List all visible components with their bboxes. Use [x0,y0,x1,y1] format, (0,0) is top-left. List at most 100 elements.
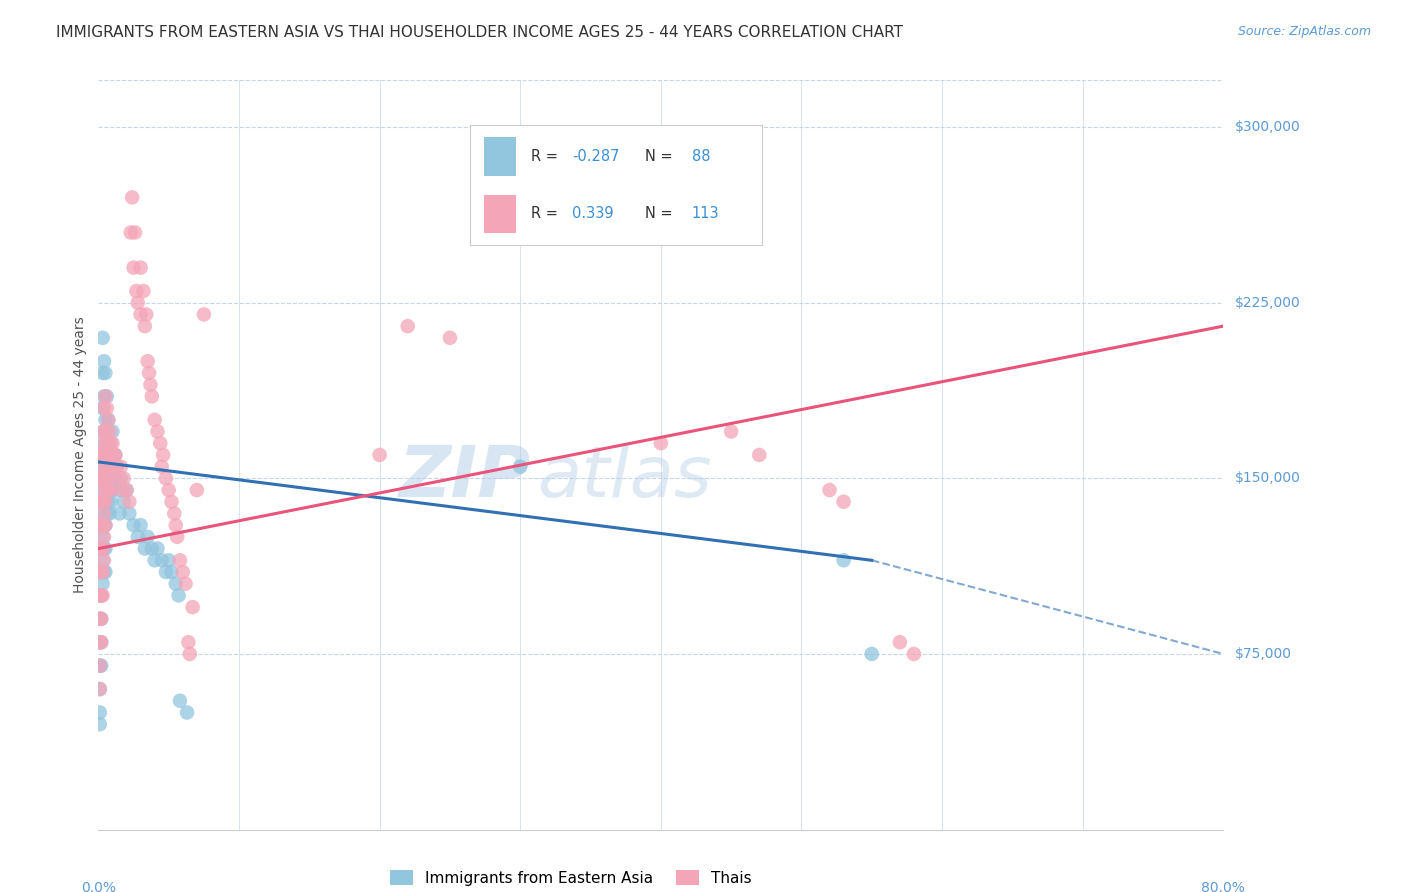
Point [89,612,111,626]
Point [91,576,114,591]
Point [94,494,117,508]
Point [93,483,115,497]
Point [94,471,117,485]
Point [89,494,111,508]
Point [89,565,111,579]
Point [94,494,117,508]
Point [94,448,117,462]
Point [100,436,122,450]
Point [143,553,166,567]
Point [93,471,115,485]
Point [90,612,112,626]
Point [91,459,114,474]
Point [96,483,118,497]
Point [96,459,118,474]
Point [101,459,124,474]
Point [118,494,141,508]
Point [91,589,114,603]
Point [93,494,115,508]
Point [138,366,160,380]
Point [97,413,120,427]
Point [889,635,911,649]
Point [91,507,114,521]
Point [155,565,177,579]
Point [129,260,152,275]
Point [150,553,173,567]
Point [110,459,132,474]
Point [167,589,190,603]
Point [91,494,114,508]
Point [89,682,111,697]
Point [104,448,127,462]
Point [91,518,114,533]
Point [368,448,391,462]
Point [91,553,114,567]
Point [129,307,152,321]
Point [93,425,115,439]
Point [90,565,112,579]
Point [91,541,114,556]
Point [157,553,180,567]
Point [903,647,925,661]
Point [832,494,855,508]
Point [89,635,111,649]
Point [101,425,124,439]
Point [97,494,120,508]
Point [163,507,186,521]
Point [105,459,128,474]
Point [91,401,114,416]
Point [90,658,112,673]
Point [91,471,114,485]
Point [93,354,115,368]
Point [93,448,115,462]
Point [89,518,111,533]
Point [96,436,118,450]
Point [115,483,138,497]
Point [169,553,191,567]
Point [720,425,742,439]
Point [93,389,115,403]
Text: atlas: atlas [537,443,711,512]
Point [96,401,118,416]
Point [176,706,198,720]
Point [93,436,115,450]
Point [96,425,118,439]
Point [118,507,141,521]
Point [96,507,118,521]
Point [89,589,111,603]
Point [112,494,135,508]
Point [98,507,121,521]
Text: 80.0%: 80.0% [1201,881,1246,892]
Point [101,483,124,497]
Point [108,507,131,521]
Legend: Immigrants from Eastern Asia, Thais: Immigrants from Eastern Asia, Thais [389,870,752,886]
Point [509,459,531,474]
Point [89,494,111,508]
Point [100,459,122,474]
Point [89,565,111,579]
Point [93,459,115,474]
Point [89,682,111,697]
Point [104,471,127,485]
Point [157,483,180,497]
Point [179,647,201,661]
Point [105,459,128,474]
Point [112,471,135,485]
Point [90,448,112,462]
Text: $150,000: $150,000 [1234,471,1301,485]
Text: $300,000: $300,000 [1234,120,1301,134]
Point [94,413,117,427]
Point [89,658,111,673]
Point [100,483,122,497]
Point [129,518,152,533]
Point [97,471,120,485]
Point [93,530,115,544]
Text: $75,000: $75,000 [1234,647,1292,661]
Point [91,565,114,579]
Point [100,471,122,485]
Point [94,448,117,462]
Point [165,576,187,591]
Point [103,448,125,462]
Point [89,612,111,626]
Point [89,658,111,673]
